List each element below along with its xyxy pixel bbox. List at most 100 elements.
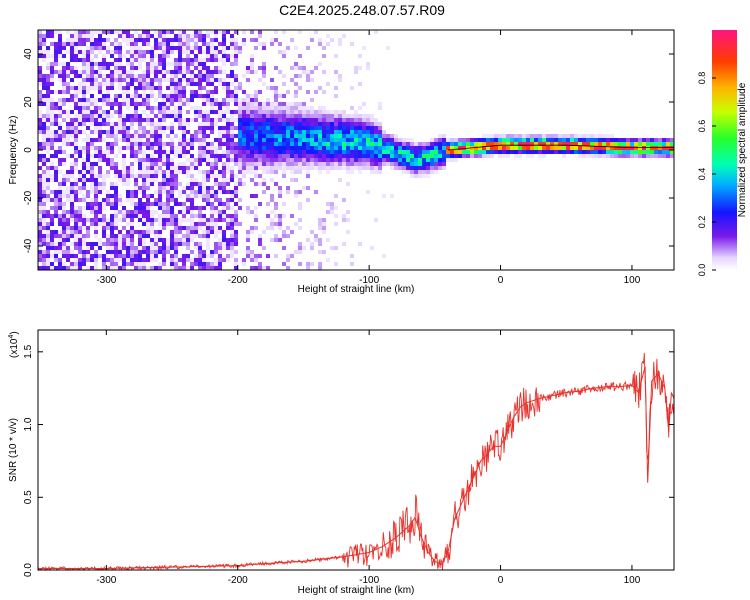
- heatmap-cell: [170, 146, 174, 150]
- heatmap-cell: [146, 218, 150, 222]
- heatmap-cell: [270, 138, 274, 142]
- snr-y-label: SNR (10 * v/v): [8, 418, 19, 482]
- heatmap-cell: [430, 158, 434, 162]
- heatmap-cell: [42, 34, 46, 38]
- heatmap-cell: [38, 154, 42, 158]
- heatmap-cell: [70, 230, 74, 234]
- heatmap-cell: [170, 42, 174, 46]
- heatmap-cell: [282, 230, 286, 234]
- heatmap-cell: [146, 106, 150, 110]
- heatmap-cell: [110, 106, 114, 110]
- heatmap-cell: [74, 134, 78, 138]
- heatmap-cell: [138, 114, 142, 118]
- heatmap-cell: [638, 154, 642, 158]
- heatmap-cell: [438, 138, 442, 142]
- heatmap-cell: [94, 86, 98, 90]
- heatmap-cell: [426, 150, 430, 154]
- heatmap-cell: [102, 130, 106, 134]
- heatmap-cell: [70, 78, 74, 82]
- heatmap-cell: [78, 114, 82, 118]
- heatmap-cell: [146, 170, 150, 174]
- heatmap-cell: [338, 162, 342, 166]
- heatmap-cell: [246, 134, 250, 138]
- heatmap-cell: [134, 134, 138, 138]
- heatmap-cell: [174, 86, 178, 90]
- heatmap-cell: [610, 134, 614, 138]
- heatmap-cell: [314, 158, 318, 162]
- heatmap-cell: [294, 190, 298, 194]
- heatmap-cell: [166, 150, 170, 154]
- heatmap-cell: [150, 246, 154, 250]
- heatmap-cell: [190, 166, 194, 170]
- heatmap-cell: [46, 226, 50, 230]
- heatmap-cell: [110, 146, 114, 150]
- heatmap-cell: [134, 110, 138, 114]
- heatmap-cell: [218, 110, 222, 114]
- heatmap-cell: [118, 82, 122, 86]
- heatmap-cell: [234, 42, 238, 46]
- heatmap-cell: [434, 170, 438, 174]
- heatmap-cell: [98, 46, 102, 50]
- heatmap-cell: [114, 122, 118, 126]
- heatmap-cell: [118, 42, 122, 46]
- heatmap-cell: [186, 170, 190, 174]
- heatmap-cell: [182, 214, 186, 218]
- heatmap-cell: [38, 158, 42, 162]
- heatmap-cell: [186, 194, 190, 198]
- heatmap-cell: [134, 154, 138, 158]
- heatmap-cell: [170, 30, 174, 34]
- heatmap-cell: [166, 70, 170, 74]
- heatmap-cell: [90, 38, 94, 42]
- heatmap-cell: [630, 154, 634, 158]
- heatmap-cell: [358, 166, 362, 170]
- heatmap-cell: [86, 30, 90, 34]
- heatmap-cell: [270, 134, 274, 138]
- heatmap-cell: [58, 246, 62, 250]
- heatmap-cell: [226, 94, 230, 98]
- heatmap-cell: [178, 222, 182, 226]
- heatmap-cell: [46, 78, 50, 82]
- heatmap-cell: [286, 110, 290, 114]
- heatmap-cell: [290, 254, 294, 258]
- heatmap-cell: [254, 146, 258, 150]
- heatmap-cell: [114, 74, 118, 78]
- heatmap-cell: [182, 58, 186, 62]
- heatmap-cell: [334, 122, 338, 126]
- heatmap-cell: [210, 78, 214, 82]
- heatmap-cell: [290, 66, 294, 70]
- heatmap-cell: [134, 114, 138, 118]
- heatmap-cell: [366, 134, 370, 138]
- heatmap-cell: [162, 222, 166, 226]
- heatmap-cell: [342, 218, 346, 222]
- heatmap-cell: [198, 58, 202, 62]
- heatmap-cell: [102, 254, 106, 258]
- heatmap-cell: [142, 194, 146, 198]
- heatmap-cell: [422, 158, 426, 162]
- heatmap-cell: [246, 146, 250, 150]
- heatmap-cell: [78, 186, 82, 190]
- heatmap-cell: [366, 150, 370, 154]
- heatmap-cell: [254, 114, 258, 118]
- heatmap-cell: [214, 194, 218, 198]
- heatmap-cell: [206, 218, 210, 222]
- heatmap-cell: [170, 258, 174, 262]
- heatmap-cell: [110, 234, 114, 238]
- heatmap-cell: [314, 166, 318, 170]
- heatmap-cell: [194, 134, 198, 138]
- heatmap-cell: [130, 82, 134, 86]
- heatmap-cell: [38, 34, 42, 38]
- heatmap-cell: [150, 82, 154, 86]
- heatmap-cell: [194, 42, 198, 46]
- heatmap-cell: [666, 150, 670, 154]
- heatmap-cell: [210, 142, 214, 146]
- heatmap-cell: [318, 162, 322, 166]
- heatmap-cell: [202, 138, 206, 142]
- heatmap-cell: [238, 150, 242, 154]
- heatmap-cell: [98, 90, 102, 94]
- heatmap-cell: [46, 130, 50, 134]
- heatmap-cell: [194, 78, 198, 82]
- heatmap-cell: [82, 238, 86, 242]
- heatmap-cell: [202, 266, 206, 270]
- heatmap-cell: [226, 258, 230, 262]
- heatmap-cell: [250, 166, 254, 170]
